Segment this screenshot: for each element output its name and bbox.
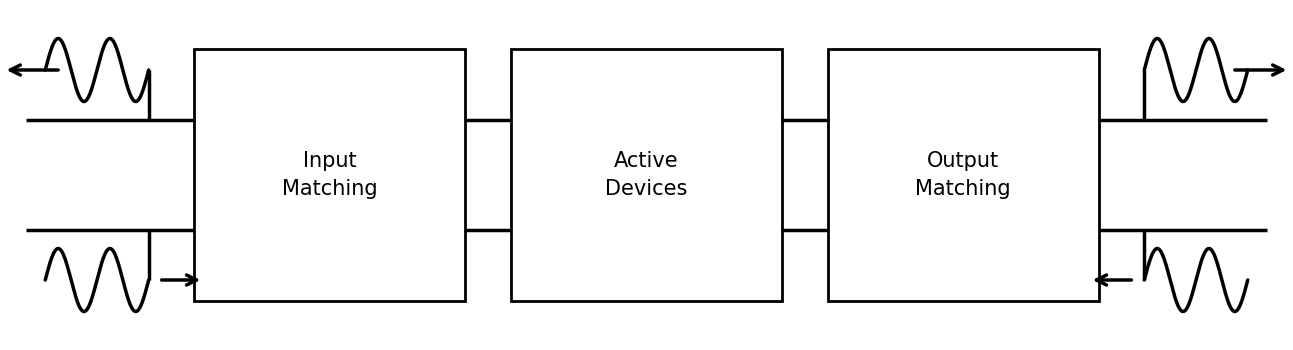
Text: Output
Matching: Output Matching xyxy=(915,151,1011,199)
Text: Active
Devices: Active Devices xyxy=(605,151,688,199)
Text: Input
Matching: Input Matching xyxy=(282,151,378,199)
Bar xyxy=(828,49,1099,301)
Bar xyxy=(511,49,782,301)
Bar xyxy=(194,49,465,301)
